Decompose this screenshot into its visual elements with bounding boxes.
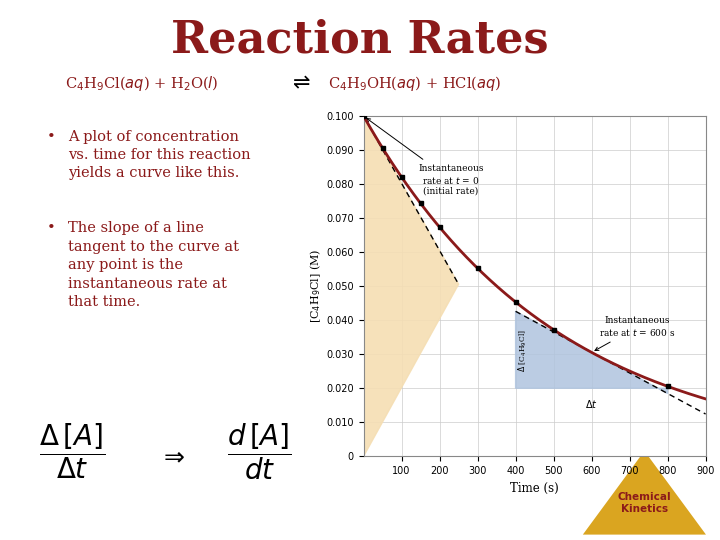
Text: $\Delta$ [C$_4$H$_9$Cl]: $\Delta$ [C$_4$H$_9$Cl] xyxy=(517,329,529,373)
Polygon shape xyxy=(364,116,459,456)
Text: C$_4$H$_9$OH($aq$) + HCl($aq$): C$_4$H$_9$OH($aq$) + HCl($aq$) xyxy=(328,74,501,93)
Text: Instantaneous
rate at $t$ = 0
(initial rate): Instantaneous rate at $t$ = 0 (initial r… xyxy=(366,118,484,196)
Text: •: • xyxy=(47,221,55,235)
Polygon shape xyxy=(583,451,706,535)
Text: $\rightleftharpoons$: $\rightleftharpoons$ xyxy=(287,73,310,94)
Polygon shape xyxy=(516,312,667,394)
Text: Reaction Rates: Reaction Rates xyxy=(171,19,549,62)
Text: $\dfrac{\Delta\,[A]}{\Delta t}$: $\dfrac{\Delta\,[A]}{\Delta t}$ xyxy=(39,421,105,481)
X-axis label: Time (s): Time (s) xyxy=(510,482,559,495)
Y-axis label: [C$_4$H$_9$Cl] (M): [C$_4$H$_9$Cl] (M) xyxy=(309,249,323,323)
Text: C$_4$H$_9$Cl($aq$) + H$_2$O($\mathit{l}$): C$_4$H$_9$Cl($aq$) + H$_2$O($\mathit{l}$… xyxy=(65,74,218,93)
Text: •: • xyxy=(47,130,55,144)
Text: $\Rightarrow$: $\Rightarrow$ xyxy=(160,444,186,468)
Text: $\Delta t$: $\Delta t$ xyxy=(585,399,598,410)
Text: The slope of a line
tangent to the curve at
any point is the
instantaneous rate : The slope of a line tangent to the curve… xyxy=(68,221,239,309)
Text: Instantaneous
rate at $t$ = 600 s: Instantaneous rate at $t$ = 600 s xyxy=(595,316,675,350)
Text: Chemical
Kinetics: Chemical Kinetics xyxy=(618,492,671,514)
Text: $\dfrac{d\,[A]}{dt}$: $\dfrac{d\,[A]}{dt}$ xyxy=(227,421,292,482)
Text: A plot of concentration
vs. time for this reaction
yields a curve like this.: A plot of concentration vs. time for thi… xyxy=(68,130,251,180)
